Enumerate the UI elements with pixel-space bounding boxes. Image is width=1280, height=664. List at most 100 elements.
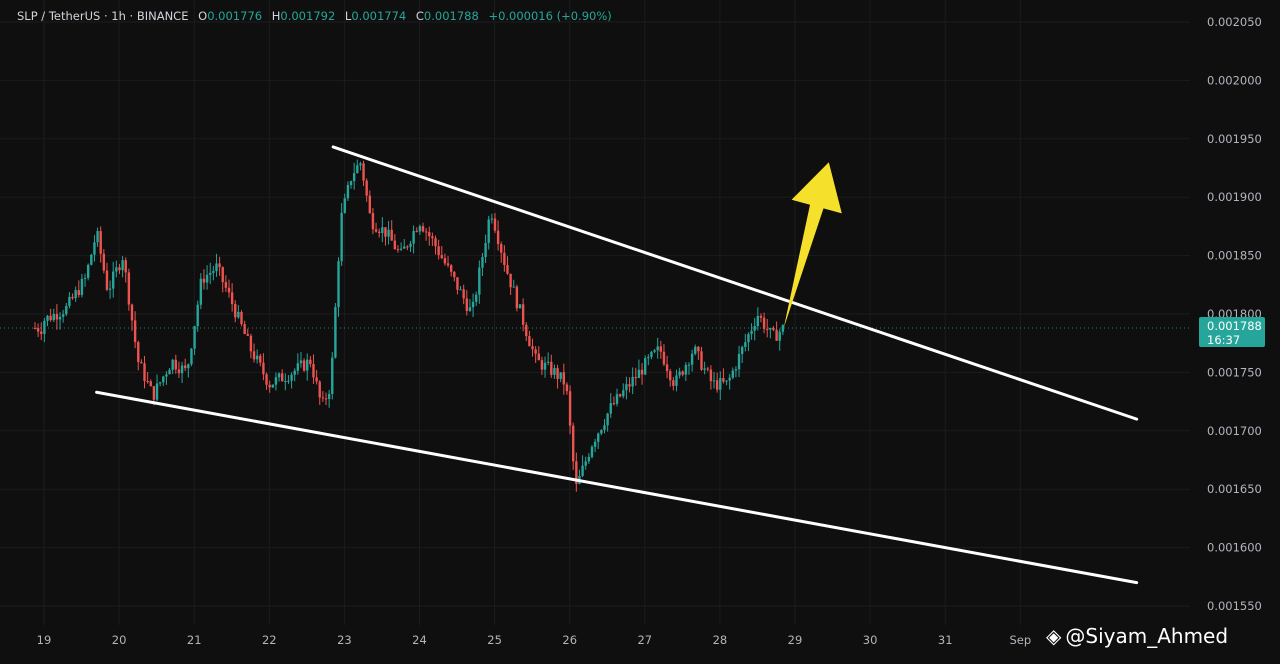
candle-body (274, 377, 278, 385)
candle-body (387, 229, 390, 237)
candle-body (46, 315, 49, 321)
candle-body (356, 165, 359, 174)
candle-body (96, 231, 99, 243)
candle-body (199, 278, 203, 305)
candle-body (299, 360, 303, 364)
candle-body (747, 334, 750, 343)
candle-body (722, 378, 725, 382)
candle-body (102, 253, 106, 271)
candle-body (237, 311, 240, 318)
candle-body (105, 270, 109, 290)
symbol-title[interactable]: SLP / TetherUS · 1h · BINANCE (17, 9, 189, 23)
candle-body (672, 380, 675, 386)
candle-body (434, 238, 437, 247)
candle-body (234, 304, 237, 318)
price-axis[interactable]: 0.002050 0.002000 0.001950 0.001900 0.001850… (1207, 15, 1262, 613)
candle-body (490, 218, 494, 220)
candle-body (33, 328, 37, 330)
candle-body (675, 375, 678, 386)
candle-body (737, 354, 741, 370)
candle-body (406, 246, 409, 248)
candle-body (68, 296, 71, 306)
candle-body (418, 226, 422, 232)
candle-body (449, 265, 453, 272)
candle-body (280, 373, 284, 382)
candle-body (731, 370, 734, 378)
candle-body (221, 267, 224, 283)
candle-body (65, 305, 68, 315)
candle-body (77, 290, 80, 295)
candle-body (43, 320, 46, 334)
candle-body (622, 390, 625, 397)
candle-body (343, 198, 346, 213)
candle-body (496, 230, 500, 245)
x-tick-label: 19 (37, 633, 52, 647)
candle-body (446, 263, 450, 266)
candle-body (74, 290, 77, 299)
candle-body (146, 381, 149, 383)
candle-body (346, 185, 350, 199)
candle-body (230, 292, 234, 305)
candle-body (390, 229, 393, 241)
last-price-tag: 0.001788 16:37 (1199, 317, 1265, 347)
candle-body (459, 289, 462, 291)
y-tick-label: 0.001900 (1207, 190, 1262, 204)
candle-body (597, 433, 600, 442)
candle-body (296, 363, 300, 371)
candle-body (478, 267, 481, 295)
candle-body (575, 461, 578, 484)
x-tick-label: 29 (788, 633, 803, 647)
candle-body (143, 363, 146, 382)
high-value: 0.001792 (280, 9, 336, 23)
candle-body (528, 336, 531, 347)
breakout-arrow (783, 162, 842, 328)
candle-body (690, 353, 694, 365)
candle-body (481, 257, 484, 268)
chart-grid (0, 0, 1190, 625)
time-axis[interactable]: 19 20 21 22 23 24 25 26 27 28 29 30 31 Sep (37, 633, 1031, 647)
candle-body (681, 371, 684, 375)
candle-body (766, 328, 769, 330)
candle-body (374, 229, 378, 232)
candle-body (212, 271, 215, 273)
candle-body (565, 384, 569, 392)
candle-body (625, 384, 628, 391)
candle-body (728, 377, 731, 381)
candle-body (124, 260, 127, 273)
candle-body (475, 294, 478, 302)
candle-body (115, 267, 118, 272)
candle-body (546, 361, 550, 363)
candle-body (428, 232, 431, 237)
candle-body (118, 267, 121, 271)
candle-body (534, 349, 537, 354)
candle-body (525, 324, 528, 337)
candle-body (562, 372, 566, 385)
candle-body (559, 372, 562, 379)
candle-body (424, 231, 428, 233)
candle-body (643, 358, 647, 375)
candle-body (324, 398, 328, 400)
trendline-upper (331, 145, 1139, 421)
candle-body (593, 441, 597, 447)
candle-body (484, 242, 487, 258)
candle-body (512, 286, 515, 288)
candle-body (615, 394, 619, 404)
candle-body (165, 374, 168, 377)
candle-body (775, 329, 778, 341)
candle-body (365, 180, 368, 196)
candle-body (190, 348, 193, 365)
candle-body (49, 315, 52, 321)
candle-body (750, 330, 753, 335)
candle-body (259, 355, 262, 363)
watermark-text: @Siyam_Ahmed (1065, 624, 1229, 648)
watermark: ◈ @Siyam_Ahmed (1046, 624, 1228, 648)
candle-body (603, 425, 606, 430)
candle-body (171, 359, 174, 370)
candle-body (349, 181, 353, 186)
candle-body (640, 369, 644, 375)
candle-body (130, 304, 134, 321)
candle-body (306, 359, 309, 371)
candle-body (665, 364, 669, 372)
candle-body (618, 394, 622, 397)
